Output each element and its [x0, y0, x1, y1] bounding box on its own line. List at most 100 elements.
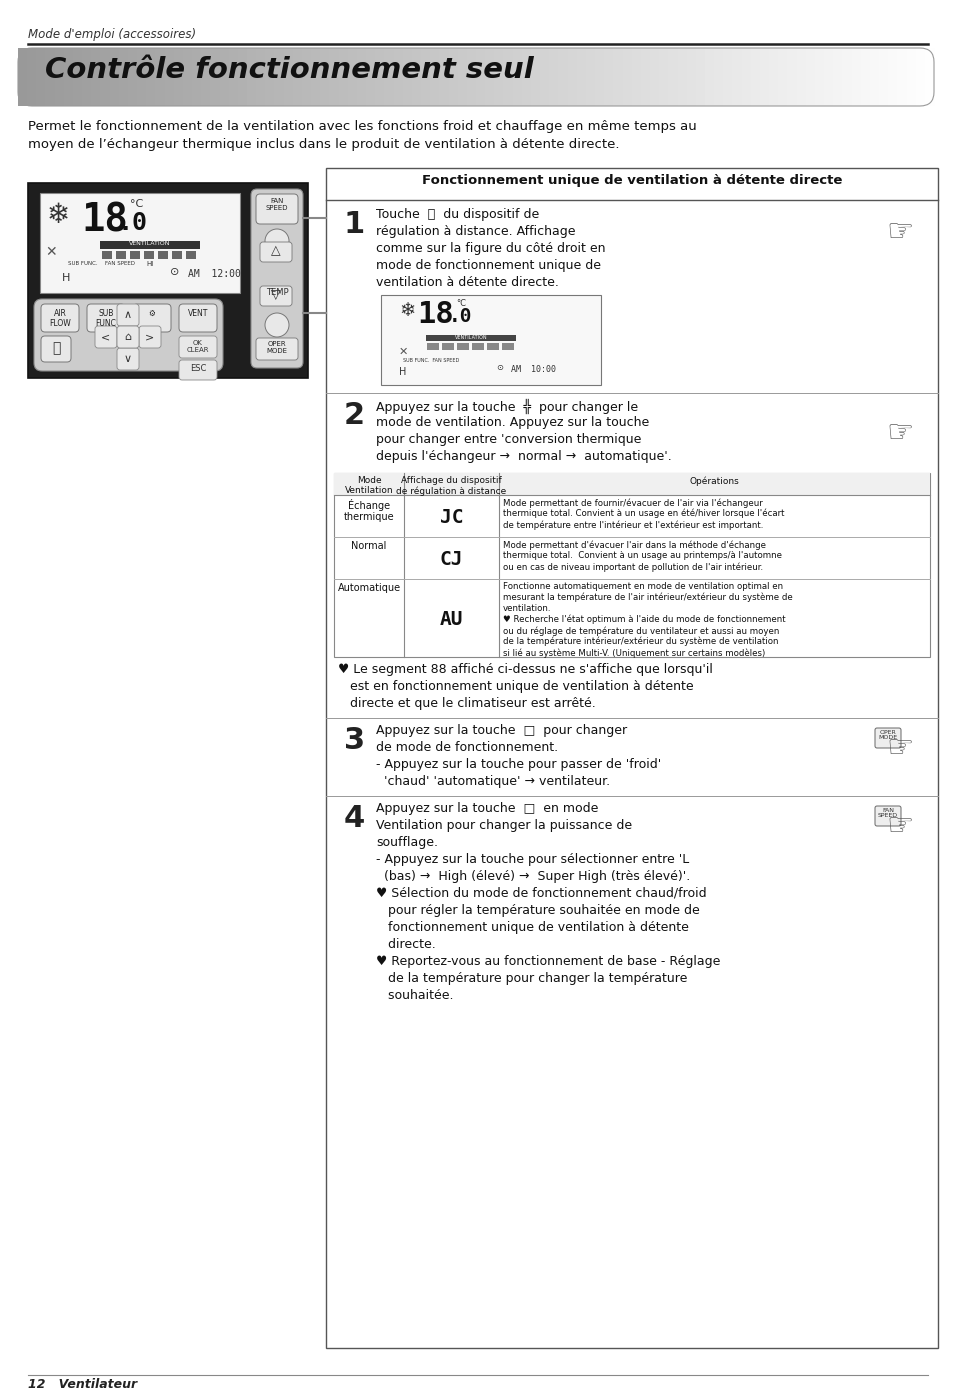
Bar — [430, 48, 440, 106]
Bar — [320, 48, 330, 106]
Bar — [137, 48, 147, 106]
Text: ✕: ✕ — [45, 245, 56, 259]
Bar — [302, 48, 312, 106]
Bar — [211, 48, 220, 106]
Bar — [110, 48, 120, 106]
Text: régulation à distance. Affichage: régulation à distance. Affichage — [375, 225, 575, 238]
Bar — [814, 48, 824, 106]
Text: .0: .0 — [118, 211, 148, 235]
Text: ∨: ∨ — [124, 354, 132, 364]
Text: thermique total. Convient à un usage en été/hiver lorsque l'écart: thermique total. Convient à un usage en … — [502, 510, 783, 518]
Text: Appuyez sur la touche  □  pour changer: Appuyez sur la touche □ pour changer — [375, 724, 626, 736]
Bar — [521, 48, 532, 106]
Bar — [476, 48, 486, 106]
Text: ☞: ☞ — [885, 734, 913, 763]
Bar — [494, 48, 504, 106]
Bar — [100, 241, 200, 249]
Text: ⌂: ⌂ — [124, 332, 132, 342]
Bar — [549, 48, 558, 106]
Bar — [186, 251, 195, 259]
Text: Normal: Normal — [351, 540, 386, 552]
Bar — [503, 48, 513, 106]
Text: - Appuyez sur la touche pour passer de 'froid': - Appuyez sur la touche pour passer de '… — [375, 757, 660, 771]
Text: ❄: ❄ — [398, 301, 415, 321]
FancyBboxPatch shape — [260, 286, 292, 307]
Bar — [130, 251, 140, 259]
Bar — [860, 48, 870, 106]
Text: mode de fonctionnement unique de: mode de fonctionnement unique de — [375, 259, 600, 272]
Bar — [18, 48, 29, 106]
Text: OPER
MODE: OPER MODE — [266, 342, 287, 354]
Text: AM  12:00: AM 12:00 — [188, 269, 240, 279]
Text: de température entre l'intérieur et l'extérieur est important.: de température entre l'intérieur et l'ex… — [502, 519, 762, 529]
Text: Appuyez sur la touche  □  en mode: Appuyez sur la touche □ en mode — [375, 802, 598, 815]
Text: OK
CLEAR: OK CLEAR — [187, 340, 209, 353]
Bar — [796, 48, 806, 106]
Text: ⏱: ⏱ — [51, 342, 60, 356]
Bar — [334, 473, 929, 496]
Text: ☞: ☞ — [885, 812, 913, 841]
Text: VENTILATION: VENTILATION — [455, 335, 487, 340]
Text: ⚙: ⚙ — [149, 309, 155, 318]
Bar — [427, 343, 438, 350]
Bar — [869, 48, 879, 106]
FancyBboxPatch shape — [117, 349, 139, 370]
Text: SUB FUNC.: SUB FUNC. — [68, 260, 97, 266]
Bar — [704, 48, 715, 106]
Text: ventilation.: ventilation. — [502, 603, 551, 613]
Text: ∧: ∧ — [124, 309, 132, 321]
Text: °C: °C — [456, 300, 465, 308]
Bar — [27, 48, 37, 106]
Text: Échange: Échange — [348, 498, 390, 511]
Bar — [786, 48, 797, 106]
FancyBboxPatch shape — [117, 326, 139, 349]
Bar — [201, 48, 212, 106]
Bar — [356, 48, 367, 106]
Text: souhaitée.: souhaitée. — [375, 988, 453, 1002]
FancyBboxPatch shape — [179, 336, 216, 358]
FancyBboxPatch shape — [117, 304, 139, 326]
Bar — [311, 48, 321, 106]
Bar — [622, 48, 632, 106]
Bar — [72, 48, 83, 106]
Bar — [501, 343, 514, 350]
Bar — [466, 48, 476, 106]
Text: AU: AU — [439, 610, 463, 629]
FancyBboxPatch shape — [255, 337, 297, 360]
Bar — [457, 48, 467, 106]
Bar — [420, 48, 431, 106]
Bar — [441, 343, 454, 350]
Bar — [219, 48, 230, 106]
Text: 1: 1 — [344, 210, 365, 239]
Bar — [128, 48, 138, 106]
Text: OPER
MODE: OPER MODE — [878, 729, 897, 741]
Text: °C: °C — [130, 199, 143, 209]
Text: 12   Ventilateur: 12 Ventilateur — [28, 1378, 137, 1392]
Text: Automatique: Automatique — [337, 582, 400, 594]
Bar — [923, 48, 934, 106]
Bar — [40, 193, 240, 293]
Text: ❄: ❄ — [47, 202, 70, 230]
Text: 18: 18 — [82, 202, 129, 239]
Bar — [192, 48, 202, 106]
Text: FAN
SPEED: FAN SPEED — [266, 197, 288, 211]
FancyBboxPatch shape — [255, 195, 297, 224]
Bar — [677, 48, 687, 106]
Text: - Appuyez sur la touche pour sélectionner entre 'L: - Appuyez sur la touche pour sélectionne… — [375, 853, 688, 867]
Text: Fonctionnement unique de ventilation à détente directe: Fonctionnement unique de ventilation à d… — [421, 174, 841, 188]
Text: 3: 3 — [344, 727, 365, 755]
Bar — [256, 48, 266, 106]
Bar — [439, 48, 449, 106]
Text: moyen de l’échangeur thermique inclus dans le produit de ventilation à détente d: moyen de l’échangeur thermique inclus da… — [28, 139, 618, 151]
Text: 2: 2 — [344, 400, 365, 430]
Text: SUB FUNC.  FAN SPEED: SUB FUNC. FAN SPEED — [402, 358, 458, 363]
Bar — [539, 48, 550, 106]
Bar — [265, 48, 275, 106]
Text: Fonctionne automatiquement en mode de ventilation optimal en: Fonctionne automatiquement en mode de ve… — [502, 582, 782, 591]
Bar — [329, 48, 339, 106]
Bar — [472, 343, 483, 350]
Bar — [851, 48, 861, 106]
Bar — [91, 48, 101, 106]
Text: AM  10:00: AM 10:00 — [511, 365, 556, 374]
Bar — [274, 48, 284, 106]
